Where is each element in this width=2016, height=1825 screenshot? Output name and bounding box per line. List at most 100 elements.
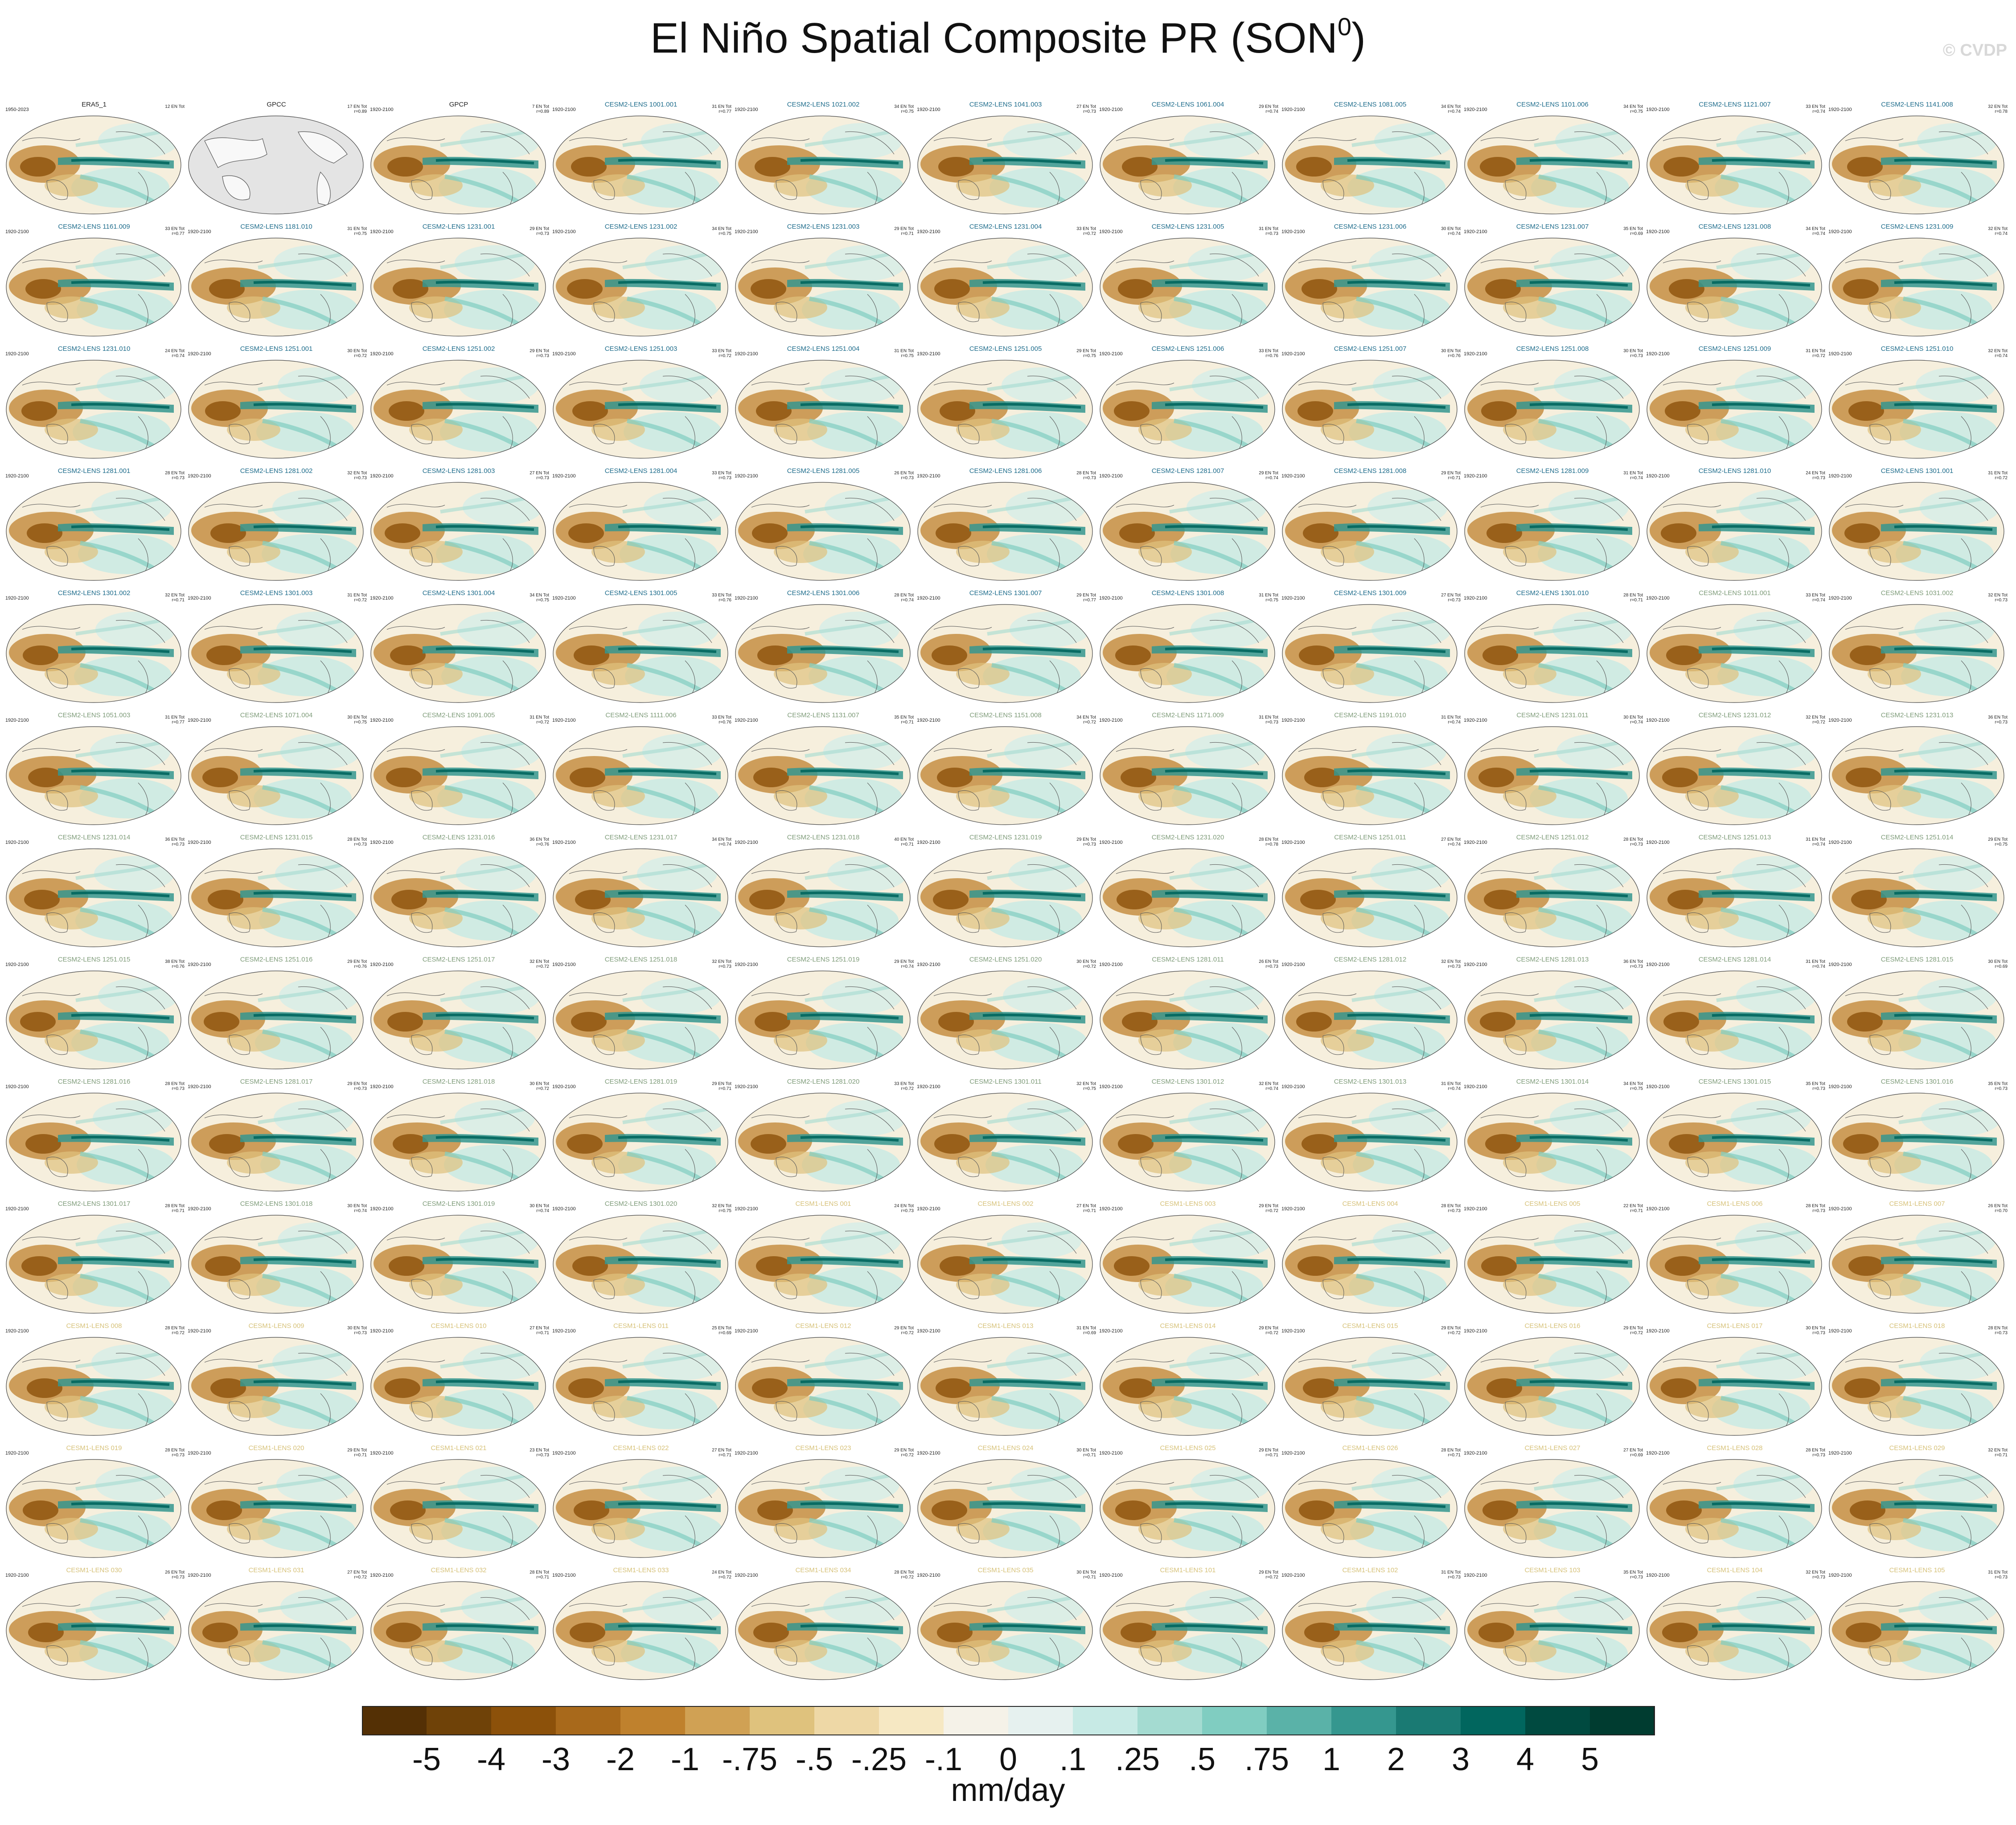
panel-pattern-correlation: r=0.72 [1265,1208,1278,1213]
panel-en-count: 29 EN Tot [894,959,914,964]
map-panel: 1920-2100 CESM2-LENS 1251.002 29 EN Tot r=0… [367,343,550,464]
panel-en-count: 7 EN Tot [532,104,549,109]
panel-dataset-name: CESM2-LENS 1001.001 [604,101,677,108]
panel-pattern-correlation: r=0.74 [1630,476,1643,481]
panel-dataset-name: CESM2-LENS 1301.004 [422,589,495,597]
composite-map [1646,238,1822,337]
panel-dataset-name: CESM1-LENS 033 [613,1566,669,1574]
map-panel: 1920-2100 CESM1-LENS 102 31 EN Tot r=0.73 [1279,1565,1462,1685]
panel-pattern-correlation: r=0.69 [1083,1331,1096,1336]
colorbar-swatch [362,1706,427,1735]
panel-dataset-name: CESM2-LENS 1281.002 [240,467,313,475]
panel-dataset-name: CESM2-LENS 1251.005 [969,345,1042,353]
panel-pattern-correlation: r=0.72 [901,1331,914,1336]
panel-pattern-correlation: r=0.74 [719,842,731,847]
panel-dataset-name: CESM2-LENS 1231.007 [1516,223,1589,230]
panel-pattern-correlation: r=0.71 [536,1331,549,1336]
panel-pattern-correlation: r=0.73 [1995,1331,2008,1336]
panel-dataset-name: CESM2-LENS 1161.009 [58,223,130,230]
panel-en-count: 26 EN Tot [894,471,914,476]
panel-dataset-name: CESM2-LENS 1281.007 [1151,467,1224,475]
composite-map [917,1215,1093,1314]
map-panel: 1920-2100 CESM2-LENS 1301.001 31 EN Tot r=0… [1826,465,2008,586]
panel-period: 1920-2100 [1464,840,1487,845]
composite-map [1100,970,1275,1069]
map-panel: 1920-2100 CESM1-LENS 019 28 EN Tot r=0.73 [3,1443,185,1563]
panel-period: 1920-2100 [1646,840,1670,845]
map-panel: 1920-2100 CESM2-LENS 1061.004 29 EN Tot r=0… [1096,99,1279,219]
map-panel: 1920-2100 CESM1-LENS 033 24 EN Tot r=0.72 [550,1565,732,1685]
panel-pattern-correlation: r=0.73 [719,476,731,481]
panel-en-count: 29 EN Tot [1076,593,1096,598]
panel-period: 1920-2100 [1464,1084,1487,1089]
map-panel: 1920-2100 CESM1-LENS 008 28 EN Tot r=0.72 [3,1320,185,1441]
panel-stats: 30 EN Tot r=0.71 [1076,1570,1096,1580]
colorbar-tick-label: 3 [1451,1742,1470,1777]
colorbar-swatch [685,1706,750,1735]
panel-pattern-correlation: r=0.73 [536,353,549,358]
panel-stats: 29 EN Tot r=0.73 [1076,837,1096,847]
map-panel: 1920-2100 CESM2-LENS 1281.019 29 EN Tot r=0… [550,1076,732,1196]
panel-dataset-name: CESM2-LENS 1231.003 [787,223,860,230]
composite-map [1464,726,1640,825]
panel-pattern-correlation: r=0.71 [1083,1453,1096,1458]
map-panel: 1920-2100 CESM1-LENS 031 27 EN Tot r=0.72 [185,1565,368,1685]
panel-pattern-correlation: r=0.76 [536,842,549,847]
panel-period: 1920-2100 [370,596,394,601]
panel-pattern-correlation: r=0.71 [1448,476,1461,481]
composite-map [553,1581,728,1680]
panel-dataset-name: CESM2-LENS 1251.014 [1881,834,1954,841]
panel-en-count: 31 EN Tot [1441,1570,1461,1575]
panel-pattern-correlation: r=0.75 [719,231,731,236]
panel-stats: 27 EN Tot r=0.74 [1441,837,1461,847]
panel-period: 1920-2100 [188,840,211,845]
panel-stats: 34 EN Tot r=0.74 [1441,104,1461,114]
panel-en-count: 29 EN Tot [894,226,914,231]
composite-map [1464,970,1640,1069]
panel-stats: 23 EN Tot r=0.73 [530,1448,549,1458]
panel-stats: 29 EN Tot r=0.72 [894,1448,914,1458]
composite-map [1100,238,1275,337]
composite-map [1282,115,1458,214]
map-panel: 1920-2100 CESM2-LENS 1281.008 29 EN Tot r=0… [1279,465,1462,586]
panel-pattern-correlation: r=0.71 [719,1453,731,1458]
panel-stats: 32 EN Tot r=0.73 [1441,959,1461,969]
panel-en-count: 29 EN Tot [530,226,549,231]
map-panel: 1920-2100 CESM2-LENS 1281.010 24 EN Tot r=0… [1643,465,1826,586]
panel-en-count: 29 EN Tot [1441,471,1461,476]
panel-dataset-name: CESM2-LENS 1091.005 [422,711,495,719]
composite-map [370,115,546,214]
panel-stats: 32 EN Tot r=0.72 [530,959,549,969]
composite-map [6,238,181,337]
panel-dataset-name: CESM2-LENS 1281.011 [1152,956,1224,963]
composite-map [1646,1459,1822,1558]
panel-stats: 24 EN Tot r=0.72 [712,1570,731,1580]
panel-period: 1920-2100 [735,962,758,967]
panel-pattern-correlation: r=0.89 [536,109,549,114]
panel-stats: 27 EN Tot r=0.71 [712,1448,731,1458]
panel-dataset-name: CESM2-LENS 1231.016 [422,834,495,841]
panel-stats: 31 EN Tot r=0.77 [712,104,731,114]
composite-map [553,1459,728,1558]
map-panel: 1920-2100 CESM2-LENS 1231.019 29 EN Tot r=0… [914,832,1097,952]
panel-en-count: 28 EN Tot [1988,1326,2008,1331]
composite-map [553,1337,728,1436]
colorbar-tick-label: .5 [1188,1742,1216,1777]
panel-dataset-name: CESM2-LENS 1281.006 [969,467,1042,475]
map-panel: 1920-2100 CESM1-LENS 023 29 EN Tot r=0.72 [732,1443,915,1563]
composite-map [370,1459,546,1558]
map-panel: 1920-2100 CESM2-LENS 1231.008 34 EN Tot r=0… [1643,221,1826,341]
panel-period: 1920-2100 [552,1328,576,1334]
colorbar-swatch [750,1706,815,1735]
panel-en-count: 32 EN Tot [1988,104,2008,109]
panel-en-count: 31 EN Tot [1806,349,1825,353]
panel-stats: 28 EN Tot r=0.71 [165,1204,185,1213]
composite-map [1646,604,1822,703]
composite-map [1282,1337,1458,1436]
composite-map [1100,726,1275,825]
panel-stats: 29 EN Tot r=0.76 [347,959,367,969]
panel-stats: 25 EN Tot r=0.69 [712,1326,731,1336]
panel-pattern-correlation: r=0.69 [1995,964,2008,969]
panel-en-count: 31 EN Tot [1623,471,1643,476]
panel-stats: 26 EN Tot r=0.73 [1259,959,1278,969]
